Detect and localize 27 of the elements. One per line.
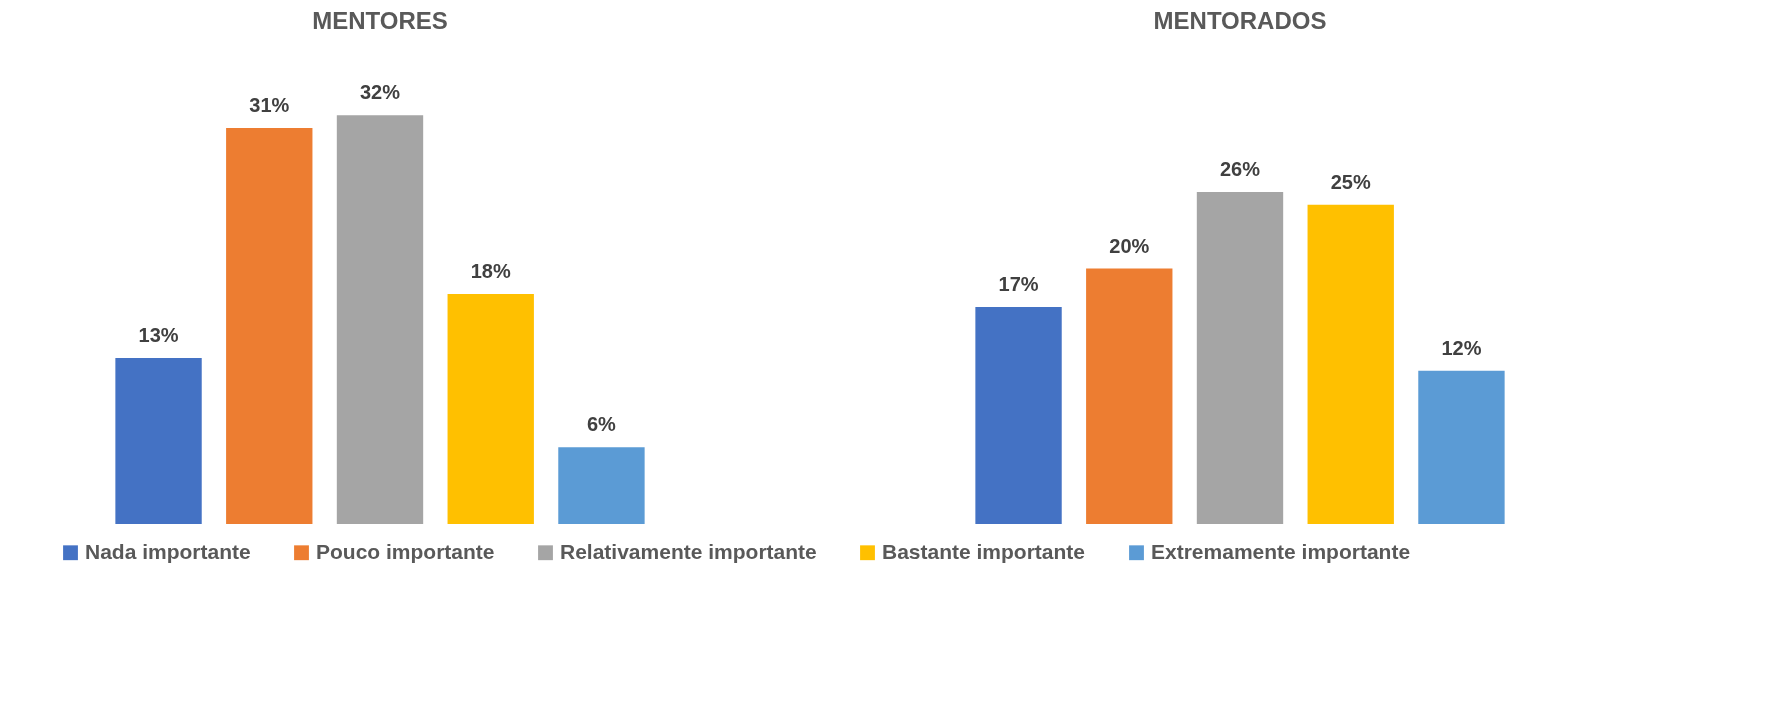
data-label: 6% — [587, 413, 617, 436]
legend-label: Bastante importante — [882, 539, 1086, 563]
bar — [975, 306, 1062, 524]
legend-label: Pouco importante — [316, 539, 495, 563]
data-label: 20% — [1109, 234, 1150, 257]
data-label: 12% — [1441, 336, 1482, 359]
bar — [336, 115, 424, 524]
bar — [226, 128, 313, 524]
bar — [1086, 268, 1173, 524]
legend-label: Relativamente importante — [560, 539, 817, 563]
bar — [1196, 191, 1284, 524]
bar — [115, 357, 202, 524]
legend-label: Extremamente importante — [1151, 539, 1411, 563]
data-label: 32% — [359, 81, 401, 104]
data-label: 25% — [1330, 170, 1371, 193]
bar — [1307, 204, 1394, 524]
bar — [558, 447, 645, 524]
chart-title: MENTORES — [312, 7, 448, 34]
bar — [447, 294, 534, 524]
data-label: 13% — [138, 323, 179, 346]
data-label: 18% — [470, 260, 511, 283]
data-label: 31% — [249, 94, 290, 117]
data-label: 26% — [1219, 157, 1261, 180]
chart-title: MENTORADOS — [1153, 7, 1327, 34]
bar — [1418, 370, 1505, 524]
data-label: 17% — [998, 272, 1039, 295]
legend-label: Nada importante — [85, 539, 251, 563]
